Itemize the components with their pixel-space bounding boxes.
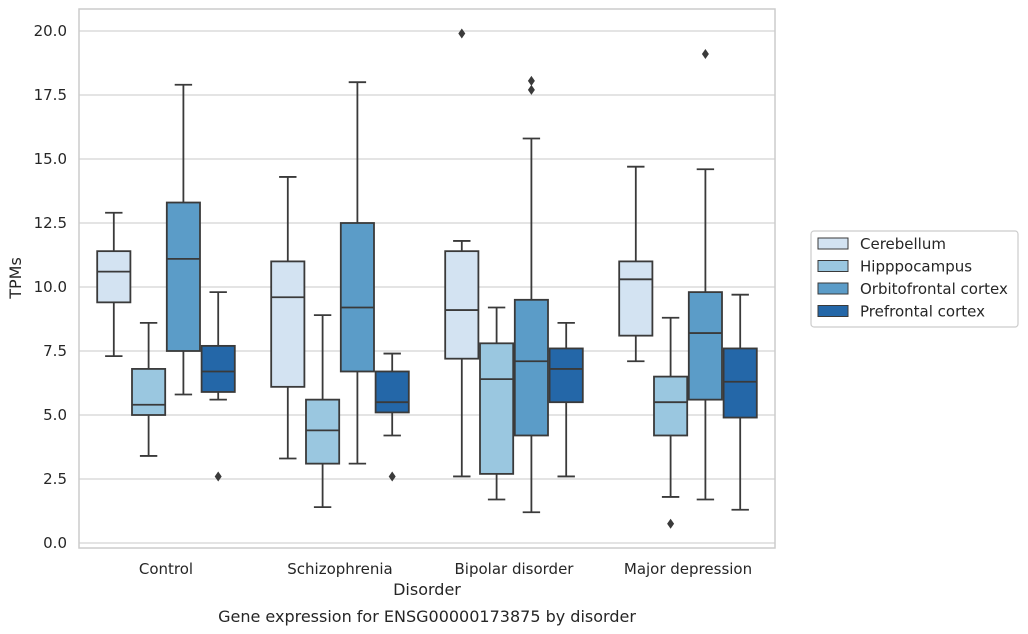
- plot-frame: [78, 8, 776, 549]
- box-hipppocampus: [131, 321, 167, 457]
- outlier-point: [667, 518, 675, 529]
- y-tick-label: 17.5: [34, 86, 67, 104]
- box-body: [200, 344, 236, 393]
- box-orbitofrontal-cortex: [687, 49, 723, 501]
- box-hipppocampus: [479, 306, 515, 501]
- box-body: [722, 347, 758, 419]
- box-prefrontal-cortex: [722, 293, 758, 511]
- box-prefrontal-cortex: [374, 352, 410, 482]
- box-body: [479, 342, 515, 475]
- box-body: [270, 260, 306, 388]
- box-body: [165, 201, 201, 352]
- box-body: [96, 250, 132, 304]
- box-body: [305, 398, 341, 465]
- outlier-point: [458, 28, 466, 39]
- box-body: [374, 370, 410, 414]
- box-body: [618, 260, 654, 337]
- box-cerebellum: [270, 176, 306, 460]
- legend-label: Hipppocampus: [860, 258, 972, 276]
- x-axis-label: Disorder: [393, 580, 461, 599]
- box-body: [339, 222, 375, 373]
- legend-label: Orbitofrontal cortex: [860, 280, 1008, 298]
- outlier-point: [214, 471, 222, 482]
- box-body: [513, 298, 549, 437]
- outlier-point: [701, 49, 709, 60]
- x-tick-label: Schizophrenia: [287, 560, 392, 578]
- y-tick-label: 5.0: [43, 406, 67, 424]
- box-hipppocampus: [653, 316, 689, 529]
- x-tick-label: Major depression: [624, 560, 752, 578]
- box-body: [687, 291, 723, 401]
- outlier-point: [388, 471, 396, 482]
- box-prefrontal-cortex: [548, 321, 584, 478]
- box-cerebellum: [96, 211, 132, 358]
- chart-caption: Gene expression for ENSG00000173875 by d…: [218, 607, 636, 626]
- legend-swatch: [817, 282, 849, 295]
- box-cerebellum: [444, 28, 480, 478]
- x-tick-label: Bipolar disorder: [455, 560, 575, 578]
- y-tick-label: 15.0: [34, 150, 67, 168]
- y-tick-label: 20.0: [34, 22, 67, 40]
- legend-label: Cerebellum: [860, 235, 946, 253]
- x-tick-label: Control: [139, 560, 193, 578]
- box-cerebellum: [618, 165, 654, 363]
- outlier-point: [527, 75, 535, 86]
- box-body: [653, 375, 689, 437]
- box-orbitofrontal-cortex: [339, 81, 375, 465]
- box-body: [548, 347, 584, 404]
- legend-frame: [810, 230, 1019, 328]
- y-axis-label: TPMs: [6, 257, 25, 300]
- outlier-point: [527, 84, 535, 95]
- legend-swatch: [817, 237, 849, 250]
- y-tick-label: 12.5: [34, 214, 67, 232]
- box-orbitofrontal-cortex: [165, 83, 201, 396]
- boxes-layer: [96, 28, 758, 529]
- y-tick-label: 7.5: [43, 342, 67, 360]
- box-body: [131, 368, 167, 416]
- y-tick-label: 0.0: [43, 534, 67, 552]
- legend: Cerebellum Hipppocampus Orbitofrontal cort…: [810, 230, 1019, 328]
- box-prefrontal-cortex: [200, 291, 236, 482]
- y-tick-label: 2.5: [43, 470, 67, 488]
- y-tick-label: 10.0: [34, 278, 67, 296]
- legend-swatch: [817, 305, 849, 317]
- x-axis-ticks: Control Schizophrenia Bipolar disorder Majo…: [139, 560, 752, 578]
- box-body: [444, 250, 480, 360]
- box-hipppocampus: [305, 314, 341, 509]
- legend-swatch: [817, 260, 849, 272]
- legend-label: Prefrontal cortex: [860, 303, 985, 321]
- y-axis-ticks: 0.0 2.5 5.0 7.5 10.0 12.5 15.0 17.5 20.0: [34, 22, 67, 552]
- box-orbitofrontal-cortex: [513, 75, 549, 514]
